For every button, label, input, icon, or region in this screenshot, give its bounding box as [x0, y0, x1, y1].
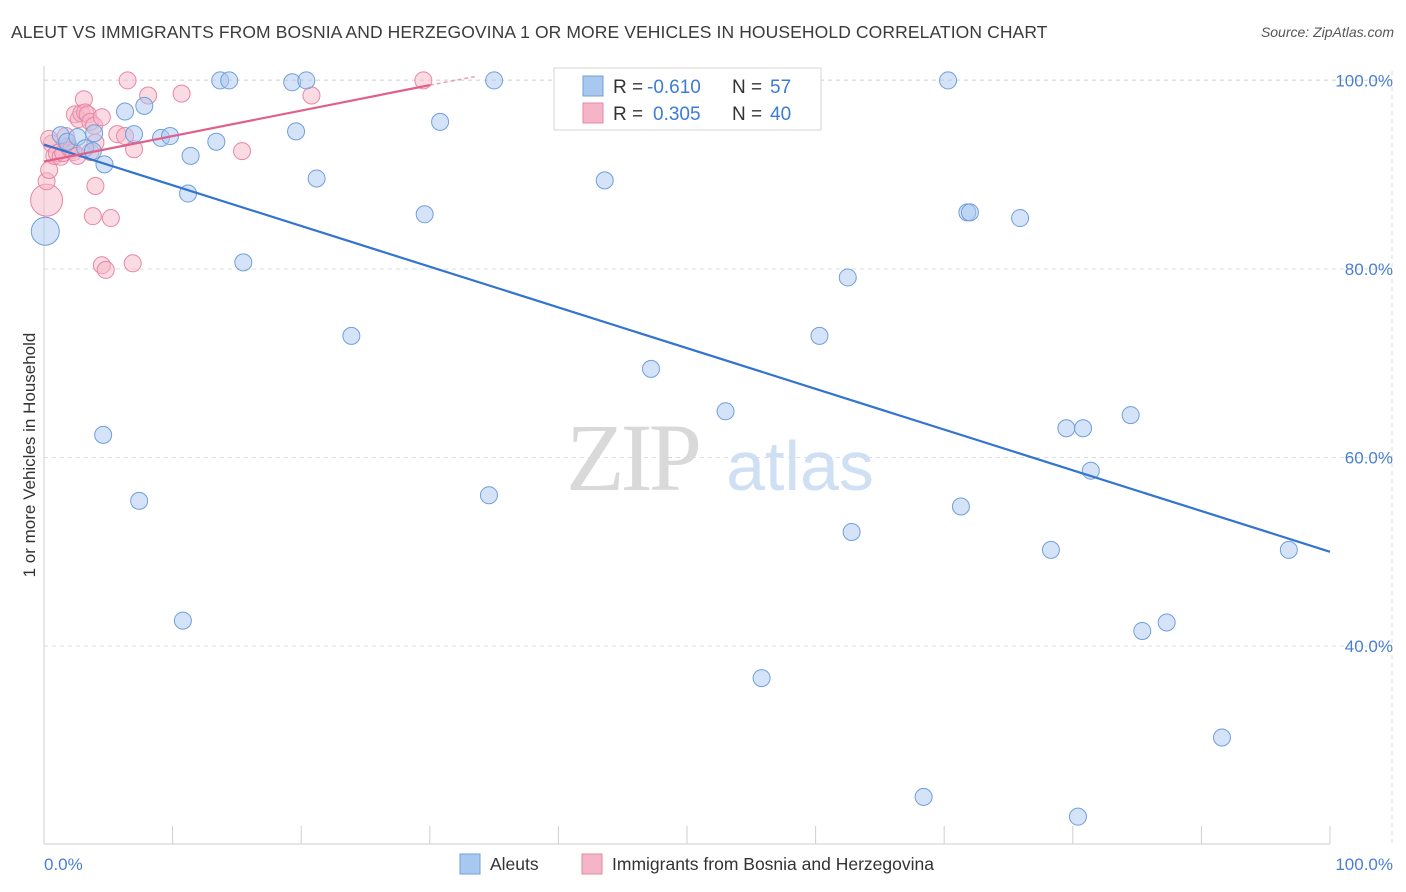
aleuts-point	[939, 71, 958, 90]
stats-legend-blue-swatch	[582, 75, 604, 97]
aleuts-point	[595, 171, 614, 190]
stats-legend-pink-swatch	[582, 102, 604, 124]
aleuts-point	[297, 71, 316, 90]
source-credit: Source: ZipAtlas.com	[1260, 24, 1394, 40]
aleuts-point	[130, 491, 149, 510]
aleuts-point	[234, 253, 253, 272]
aleuts-point	[1041, 540, 1060, 559]
aleuts-point	[1279, 540, 1298, 559]
aleuts-point	[431, 112, 450, 131]
x-tick-label-max: 100.0%	[1335, 855, 1393, 874]
aleuts-point	[1074, 419, 1093, 438]
aleuts-trend-line	[43, 143, 1331, 553]
aleuts-point	[1057, 419, 1076, 438]
aleuts-point	[641, 359, 660, 378]
aleuts-point	[1157, 613, 1176, 632]
aleuts-point	[181, 146, 200, 165]
aleuts-point	[1011, 209, 1030, 228]
stats-n-value-pink: 40	[770, 104, 791, 125]
aleuts-point	[135, 96, 154, 115]
aleuts-point	[307, 169, 326, 188]
aleuts-point	[30, 216, 60, 246]
y-tick-label: 80.0%	[1345, 260, 1393, 279]
aleuts-point	[1121, 406, 1140, 425]
watermark-atlas: atlas	[726, 427, 874, 505]
bosnia-point	[101, 209, 120, 228]
bosnia-point	[92, 108, 111, 127]
aleuts-point	[960, 203, 979, 222]
legend-swatch-bosnia	[581, 853, 603, 875]
bosnia-trend-line-extension	[429, 75, 475, 86]
x-tick-label-min: 0.0%	[44, 855, 83, 874]
bosnia-point	[118, 71, 137, 90]
aleuts-point	[125, 125, 144, 144]
y-tick-label: 60.0%	[1345, 449, 1393, 468]
aleuts-point	[951, 497, 970, 516]
aleuts-point	[914, 787, 933, 806]
aleuts-point	[479, 486, 498, 505]
bosnia-point	[86, 177, 105, 196]
aleuts-point	[485, 71, 504, 90]
aleuts-point	[220, 71, 239, 90]
aleuts-point	[287, 122, 306, 141]
y-tick-label: 40.0%	[1345, 637, 1393, 656]
gridlines	[44, 71, 1393, 844]
legend-swatch-aleuts	[459, 853, 481, 875]
stats-r-label-blue: R =	[613, 77, 643, 98]
aleuts-point	[342, 326, 361, 345]
y-axis-label: 1 or more Vehicles in Household	[20, 333, 39, 578]
aleuts-point	[1133, 621, 1152, 640]
aleuts-point	[1212, 728, 1231, 747]
stats-r-value-pink: 0.305	[653, 104, 701, 125]
bosnia-point	[233, 142, 252, 161]
legend-label-bosnia: Immigrants from Bosnia and Herzegovina	[612, 854, 934, 874]
watermark-zip: ZIP	[566, 404, 699, 511]
stats-r-value-blue: -0.610	[647, 77, 701, 98]
stats-n-label-blue: N =	[732, 77, 762, 98]
chart-title: ALEUT VS IMMIGRANTS FROM BOSNIA AND HERZ…	[11, 22, 1048, 42]
aleuts-point	[116, 102, 135, 121]
stats-r-label-pink: R =	[613, 104, 643, 125]
aleuts-point	[1068, 807, 1087, 826]
bosnia-point	[302, 86, 321, 105]
bosnia-point	[83, 207, 102, 226]
aleuts-point	[415, 205, 434, 224]
aleuts-point	[752, 669, 771, 688]
bosnia-point	[123, 254, 142, 273]
aleuts-point	[838, 268, 857, 287]
stats-n-value-blue: 57	[770, 77, 791, 98]
bosnia-trend-line	[43, 84, 431, 163]
aleuts-point	[85, 124, 104, 143]
aleuts-point	[716, 402, 735, 421]
aleuts-point	[173, 611, 192, 630]
bosnia-point	[172, 84, 191, 103]
watermark: ZIP atlas	[566, 404, 874, 511]
legend-label-aleuts: Aleuts	[490, 854, 539, 874]
tick-labels: 40.0% 60.0% 80.0% 100.0% 0.0% 100.0%	[44, 71, 1393, 874]
aleuts-point	[842, 522, 861, 541]
aleuts-point	[810, 326, 829, 345]
series-legend: Aleuts Immigrants from Bosnia and Herzeg…	[459, 853, 934, 875]
stats-legend: R = -0.610 N = 57 R = 0.305 N = 40	[553, 67, 822, 131]
stats-n-label-pink: N =	[732, 104, 762, 125]
bosnia-point	[96, 260, 115, 279]
aleuts-point	[94, 425, 113, 444]
trend-lines	[43, 75, 1331, 553]
aleuts-point	[207, 132, 226, 151]
y-tick-label: 100.0%	[1335, 71, 1393, 90]
